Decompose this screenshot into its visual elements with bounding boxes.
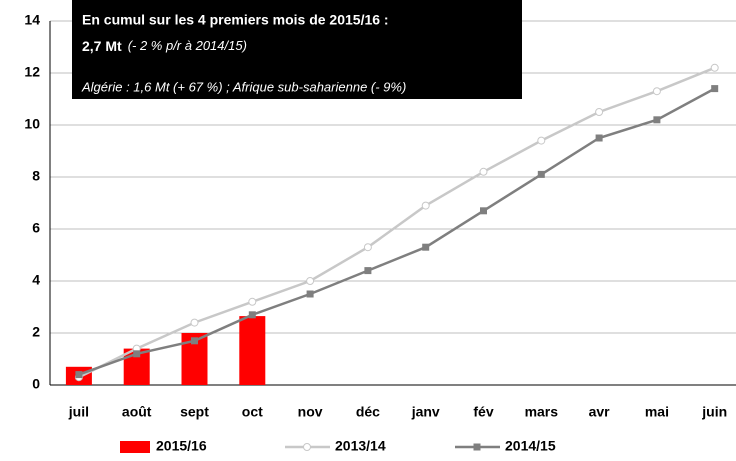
annotation-line: Algérie : 1,6 Mt (+ 67 %) ; Afrique sub-…: [81, 79, 406, 94]
x-tick-label: déc: [356, 404, 380, 420]
y-tick-label: 10: [24, 116, 40, 132]
marker: [190, 318, 199, 327]
x-tick-label: avr: [589, 404, 611, 420]
y-tick-label: 6: [32, 220, 40, 236]
legend-label: 2014/15: [505, 438, 556, 454]
x-tick-label: sept: [180, 404, 209, 420]
x-tick-label: janv: [411, 404, 440, 420]
y-tick-label: 2: [32, 324, 40, 340]
marker: [306, 290, 314, 298]
marker: [248, 297, 257, 306]
annotation-line: 2,7 Mt (- 2 % p/r à 2014/15): [82, 38, 247, 54]
marker: [479, 167, 488, 176]
legend-label: 2015/16: [156, 438, 207, 454]
marker: [537, 136, 546, 145]
marker: [711, 85, 719, 93]
marker: [595, 134, 603, 142]
legend-label: 2013/14: [335, 438, 386, 454]
marker: [133, 350, 141, 358]
y-tick-label: 8: [32, 168, 40, 184]
marker: [595, 108, 604, 116]
y-tick-label: 4: [32, 272, 40, 288]
marker: [306, 277, 315, 285]
annotation-italic: (- 2 % p/r à 2014/15): [128, 38, 247, 53]
bar: [239, 316, 266, 385]
marker: [191, 337, 198, 345]
marker: [248, 311, 256, 319]
line: [78, 87, 716, 376]
x-tick-label: août: [122, 404, 152, 420]
line: [78, 66, 716, 379]
marker: [710, 63, 719, 72]
marker: [422, 243, 430, 251]
marker: [653, 116, 661, 124]
y-tick-label: 0: [32, 376, 40, 392]
marker: [480, 207, 487, 215]
legend-marker: [303, 443, 311, 451]
x-tick-label: juin: [701, 404, 727, 420]
marker: [652, 87, 661, 96]
marker: [421, 201, 430, 210]
y-tick-label: 14: [24, 12, 40, 28]
annotation-line: En cumul sur les 4 premiers mois de 2015…: [82, 12, 389, 28]
x-tick-label: nov: [298, 404, 323, 420]
annotation-bold: 2,7 Mt: [82, 38, 122, 54]
x-tick-label: mai: [645, 404, 669, 420]
marker: [75, 371, 83, 379]
x-tick-label: mars: [525, 404, 559, 420]
marker: [537, 170, 545, 178]
annotation-box: [72, 0, 522, 99]
legend-marker: [473, 443, 481, 451]
marker: [364, 267, 372, 275]
x-tick-label: juil: [68, 404, 89, 420]
x-tick-label: oct: [242, 404, 263, 420]
marker: [363, 243, 372, 252]
legend-swatch: [120, 441, 150, 453]
x-tick-label: fév: [473, 404, 493, 420]
y-tick-label: 12: [24, 64, 40, 80]
